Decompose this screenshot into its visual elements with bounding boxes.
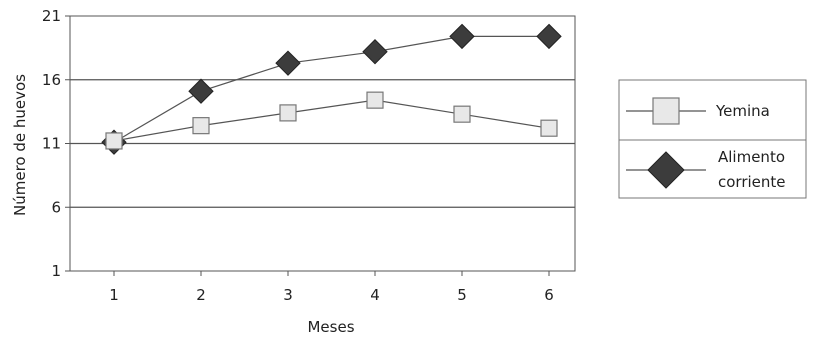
- data-point-square: [105, 132, 123, 150]
- data-point-square: [453, 105, 471, 123]
- series-line-square: [113, 99, 550, 142]
- data-point-diamond: [275, 50, 301, 76]
- data-point-diamond: [362, 38, 388, 65]
- series-line-diamond: [113, 35, 549, 143]
- data-point-diamond: [536, 23, 562, 50]
- gridlines: [70, 79, 575, 208]
- legend-diamond-marker: [647, 151, 685, 189]
- legend: Yemina Alimento corriente: [618, 79, 807, 199]
- x-tick-label: 2: [196, 286, 206, 304]
- x-tick-label: 5: [457, 286, 467, 304]
- y-tick-label: 1: [51, 262, 61, 280]
- data-point-square: [540, 119, 558, 137]
- legend-square-marker: [652, 97, 680, 125]
- x-tick-label: 1: [109, 286, 119, 304]
- data-point-square: [279, 104, 297, 122]
- data-point-square: [192, 117, 210, 135]
- x-axis-ticks: 1 2 3 4 5 6: [109, 271, 554, 304]
- data-point-square: [366, 91, 384, 109]
- data-point-diamond: [188, 78, 214, 104]
- y-tick-label: 11: [42, 135, 61, 153]
- x-tick-label: 4: [370, 286, 380, 304]
- y-tick-label: 6: [51, 198, 61, 216]
- y-tick-label: 16: [42, 71, 61, 89]
- legend-box: [618, 79, 807, 199]
- legend-label-line: Alimento: [718, 148, 785, 166]
- series-layer: [101, 23, 562, 155]
- y-tick-label: 21: [42, 7, 61, 25]
- legend-label-alimento-corriente: Alimento corriente: [718, 148, 786, 191]
- legend-label-yemina: Yemina: [715, 102, 770, 120]
- y-axis-label: Número de huevos: [11, 74, 29, 216]
- x-tick-label: 6: [544, 286, 554, 304]
- data-point-diamond: [449, 23, 475, 50]
- x-axis-label: Meses: [307, 318, 354, 336]
- legend-label-line: corriente: [718, 173, 786, 191]
- x-tick-label: 3: [283, 286, 293, 304]
